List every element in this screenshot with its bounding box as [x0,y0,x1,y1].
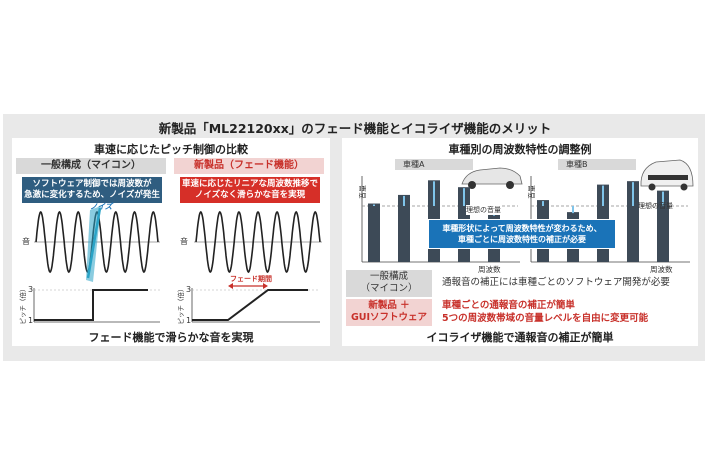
new-product-config-line2: GUIソフトウェア [350,312,428,323]
vehicle-a-car-icon [461,167,523,189]
conventional-pitch-step [34,289,148,321]
new-product-config-label: 新製品 ＋ GUIソフトウェア [346,299,432,326]
vehicle-b-label: 車種B [558,159,636,170]
chart-b-ideal-label: 理想の音量 [638,202,673,210]
conventional-sound-label: 音 [22,237,30,246]
equalizer-panel-heading: 車種別の周波数特性の調整例 [448,143,592,156]
vehicle-shape-note-line2: 車種ごとに周波数特性の補正が必要 [458,235,586,244]
chart-b-frequency-label: 周波数 [650,265,673,274]
eq-bar [657,190,669,262]
fade-period-label: フェード期間 [230,275,272,283]
new-product-sound-label: 音 [180,237,188,246]
new-product-config-desc-2: 5つの周波数帯域の音量レベルを自由に変更可能 [442,313,649,324]
eq-bar [368,203,380,262]
chart-a-frequency-label: 周波数 [478,265,501,274]
conventional-note-line2: 急激に変化するため、ノイズが発生 [24,190,160,200]
new-product-waveform [195,210,321,274]
new-product-note: 車速に応じたリニアな周波数推移で ノイズなく滑らかな音を実現 [180,177,320,203]
new-product-header: 新製品（フェード機能） [174,158,324,174]
eq-bar [398,194,410,262]
chart-a-ideal-label: 理想の音量 [466,205,501,215]
eq-bar [627,181,639,262]
conventional-note: ソフトウェア制御では周波数が 急激に変化するため、ノイズが発生 [22,177,162,203]
new-product-note-line1: 車速に応じたリニアな周波数推移で [181,179,318,189]
conventional-tick-1: 1 [28,316,34,325]
conventional-config-desc: 通報音の補正には車種ごとのソフトウェア開発が必要 [442,277,670,288]
noise-glitch-line [86,207,102,279]
new-product-config-line1: 新製品 ＋ [368,300,410,311]
new-product-pitch-ramp [192,289,308,321]
main-title: 新製品「ML22120xx」のフェード機能とイコライザ機能のメリット [158,121,552,136]
conventional-config-label: 一般構成 （マイコン） [346,270,432,297]
conventional-config-line1: 一般構成 [369,271,408,282]
vehicle-b-car-icon [640,159,694,191]
fade-arrow-left [228,283,233,289]
conventional-config-line2: （マイコン） [360,283,418,294]
noise-label: ノイズ [90,202,113,211]
vehicle-shape-note: 車種形状によって周波数特性が変わるため、 車種ごとに周波数特性の補正が必要 [428,219,616,249]
vehicle-shape-note-line1: 車種形状によって周波数特性が変わるため、 [442,224,602,233]
conventional-tick-3: 3 [28,285,34,294]
new-product-tick-1: 1 [186,316,192,325]
new-product-tick-3: 3 [186,285,192,294]
conventional-note-line1: ソフトウェア制御では周波数が [32,179,152,189]
left-caption: フェード機能で滑らかな音を実現 [88,331,254,344]
new-product-config-desc-1: 車種ごとの通報音の補正が簡単 [442,300,575,311]
vehicle-a-label: 車種A [395,159,473,170]
right-caption: イコライザ機能で通報音の補正が簡単 [426,331,614,344]
conventional-header: 一般構成（マイコン） [16,158,166,174]
pitch-panel-heading: 車速に応じたピッチ制御の比較 [94,143,248,156]
new-product-note-line2: ノイズなく滑らかな音を実現 [194,190,306,200]
fade-arrow-right [263,283,268,289]
